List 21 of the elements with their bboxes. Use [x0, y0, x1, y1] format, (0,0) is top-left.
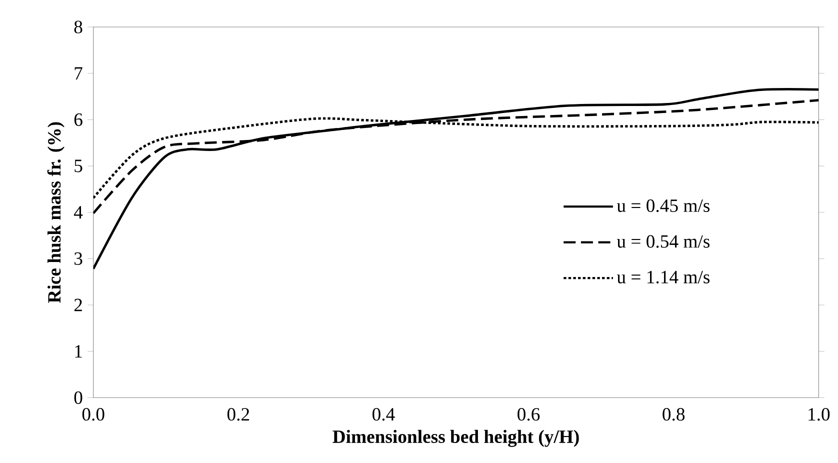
- y-tick-label: 4: [74, 206, 83, 218]
- x-tick-label: 0.2: [227, 408, 250, 421]
- legend-label: u = 0.54 m/s: [616, 235, 710, 248]
- line-series: [93, 88, 819, 270]
- y-tick-label: 6: [74, 113, 82, 126]
- y-tick-label: 1: [75, 345, 82, 358]
- x-axis-title: Dimensionless bed height (y/H): [332, 430, 579, 447]
- y-axis-title: Rice husk mass fr. (%): [47, 122, 64, 303]
- y-tick-label: 3: [74, 252, 82, 265]
- x-tick-label: 0.8: [662, 408, 685, 421]
- x-tick-label: 0.0: [82, 408, 104, 421]
- x-tick-label: 0.6: [518, 408, 540, 421]
- y-tick-label: 7: [74, 67, 82, 80]
- y-tick-label: 2: [74, 298, 82, 312]
- legend-label: u = 1.14 m/s: [616, 270, 710, 284]
- y-tick-label: 8: [74, 20, 82, 34]
- legend-label: u = 0.45 m/s: [616, 199, 710, 212]
- x-tick-label: 0.4: [372, 408, 395, 421]
- y-tick-label: 0: [74, 391, 82, 404]
- x-tick-label: 1.0: [808, 408, 830, 421]
- y-tick-label: 5: [74, 160, 82, 172]
